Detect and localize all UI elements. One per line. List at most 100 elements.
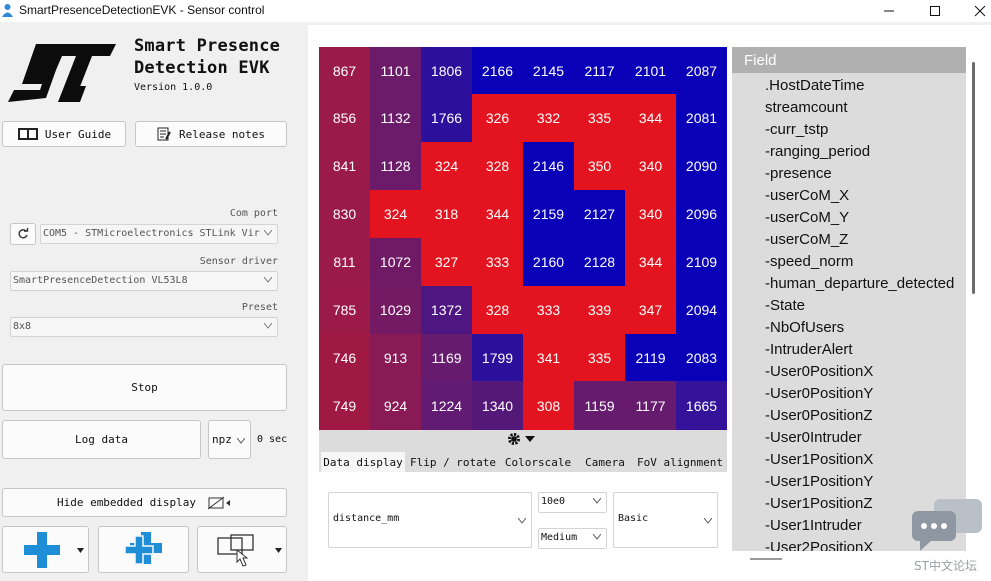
stop-button[interactable]: Stop — [2, 364, 287, 411]
field-list-item[interactable]: -userCoM_Z — [765, 231, 849, 248]
user-guide-label: User Guide — [44, 127, 112, 141]
display-mode-select[interactable]: Basic — [613, 492, 718, 548]
heatmap-cell: 2083 — [676, 334, 727, 381]
field-list-item[interactable]: -userCoM_X — [765, 187, 850, 204]
scale-select[interactable]: 10e0 — [538, 492, 607, 513]
heatmap-cell: 2127 — [574, 190, 625, 238]
heatmap-cell: 2081 — [676, 94, 727, 142]
chevron-down-icon — [593, 534, 601, 540]
heatmap-cell: 2117 — [574, 47, 625, 94]
chevron-down-icon — [264, 230, 272, 236]
field-select[interactable]: distance_mm — [328, 492, 532, 548]
heatmap-cell: 335 — [574, 334, 625, 381]
heatmap-cell: 746 — [319, 334, 370, 381]
refresh-button[interactable] — [10, 223, 36, 245]
heatmap-cell: 2160 — [523, 238, 574, 286]
tab-colorscale[interactable]: Colorscale — [502, 452, 574, 472]
size-select[interactable]: Medium — [538, 528, 607, 549]
field-list-item[interactable]: -User0PositionY — [765, 385, 874, 402]
com-port-select[interactable]: COM5 - STMicroelectronics STLink Vir — [40, 224, 278, 244]
chevron-down-icon — [518, 518, 526, 524]
heatmap-cell: 2166 — [472, 47, 523, 94]
hide-display-button[interactable]: Hide embedded display — [2, 488, 287, 517]
select-window-button[interactable] — [197, 526, 287, 573]
field-list-item[interactable]: streamcount — [765, 99, 848, 116]
heatmap-cell: 347 — [625, 286, 676, 334]
gear-icon[interactable] — [507, 432, 537, 446]
field-list-item[interactable]: -speed_norm — [765, 253, 854, 270]
log-data-button[interactable]: Log data — [2, 420, 201, 459]
field-list-item[interactable]: -human_departure_detected — [765, 275, 955, 292]
field-list-item[interactable]: -userCoM_Y — [765, 209, 850, 226]
field-list-item[interactable]: -User0PositionZ — [765, 407, 873, 424]
field-list-scrollbar[interactable] — [972, 62, 975, 294]
close-button[interactable] — [957, 0, 991, 22]
tab-fov-alignment[interactable]: FoV alignment — [635, 452, 725, 472]
field-list-item[interactable]: -User1PositionZ — [765, 495, 873, 512]
forum-watermark: ST中文论坛 — [914, 559, 977, 573]
heatmap-cell: 749 — [319, 381, 370, 430]
field-list-item[interactable]: -User2PositionX — [765, 539, 874, 551]
preset-select[interactable]: 8x8 — [10, 317, 278, 337]
heatmap-cell: 2087 — [676, 47, 727, 94]
field-list-item[interactable]: -User1PositionY — [765, 473, 874, 490]
add-button[interactable] — [2, 526, 89, 573]
chat-bubble-icon — [912, 499, 982, 551]
heatmap-cell: 344 — [472, 190, 523, 238]
heatmap-cell: 340 — [625, 142, 676, 190]
field-list-item[interactable]: -presence — [765, 165, 832, 182]
log-format-select[interactable]: npz — [208, 420, 251, 459]
heatmap-cell: 2090 — [676, 142, 727, 190]
heatmap-cell: 1766 — [421, 94, 472, 142]
field-list-item[interactable]: -curr_tstp — [765, 121, 829, 138]
chevron-down-icon — [237, 438, 245, 444]
maximize-button[interactable] — [912, 0, 958, 22]
heatmap-cell: 340 — [625, 190, 676, 238]
field-list-item[interactable]: -User0PositionX — [765, 363, 874, 380]
chevron-down-icon — [275, 548, 282, 553]
chevron-down-icon — [264, 277, 272, 283]
user-guide-button[interactable]: User Guide — [2, 121, 126, 147]
book-icon — [17, 128, 38, 140]
sensor-driver-label: Sensor driver — [199, 256, 278, 267]
minimize-button[interactable] — [866, 0, 912, 22]
tab-camera[interactable]: Camera — [581, 452, 629, 472]
heatmap-cell: 344 — [625, 238, 676, 286]
heatmap-cell: 2094 — [676, 286, 727, 334]
log-data-label: Log data — [75, 433, 128, 446]
window-select-icon — [217, 533, 254, 567]
heatmap-cell: 1159 — [574, 381, 625, 430]
heatmap-cell: 2101 — [625, 47, 676, 94]
heatmap-cell: 318 — [421, 190, 472, 238]
heatmap-cell: 1665 — [676, 381, 727, 430]
chevron-down-icon — [77, 548, 84, 553]
tab-flip-rotate[interactable]: Flip / rotate — [409, 452, 497, 472]
hide-display-label: Hide embedded display — [56, 496, 197, 509]
field-list-item[interactable]: -IntruderAlert — [765, 341, 853, 358]
display-tabs: Data display Flip / rotate Colorscale Ca… — [319, 430, 727, 472]
heatmap-cell: 811 — [319, 238, 370, 286]
field-list-item[interactable]: -User0Intruder — [765, 429, 862, 446]
field-list-item[interactable]: -User1Intruder — [765, 517, 862, 534]
tab-data-display[interactable]: Data display — [321, 452, 405, 472]
window-title: SmartPresenceDetectionEVK - Sensor contr… — [19, 3, 265, 17]
field-list-item[interactable]: -User1PositionX — [765, 451, 874, 468]
field-list-item[interactable]: -State — [765, 297, 806, 314]
heatmap-cell: 841 — [319, 142, 370, 190]
horizontal-scrollbar[interactable] — [750, 558, 782, 560]
add-multiple-button[interactable] — [98, 526, 189, 573]
field-list-item[interactable]: .HostDateTime — [765, 77, 865, 94]
heatmap-cell: 341 — [523, 334, 574, 381]
field-list-item[interactable]: -ranging_period — [765, 143, 871, 160]
release-notes-button[interactable]: Release notes — [135, 121, 287, 147]
chevron-down-icon — [593, 498, 601, 504]
close-icon — [974, 5, 986, 17]
heatmap-cell: 328 — [472, 286, 523, 334]
hide-display-icon — [208, 496, 231, 509]
field-list-header: Field — [732, 47, 966, 73]
field-list-item[interactable]: -NbOfUsers — [765, 319, 845, 336]
release-notes-label: Release notes — [178, 127, 266, 141]
sensor-driver-select[interactable]: SmartPresenceDetection VL53L8 — [10, 271, 278, 291]
heatmap-cell: 324 — [370, 190, 421, 238]
field-list: Field .HostDateTime streamcount -curr_tstp… — [732, 47, 966, 551]
